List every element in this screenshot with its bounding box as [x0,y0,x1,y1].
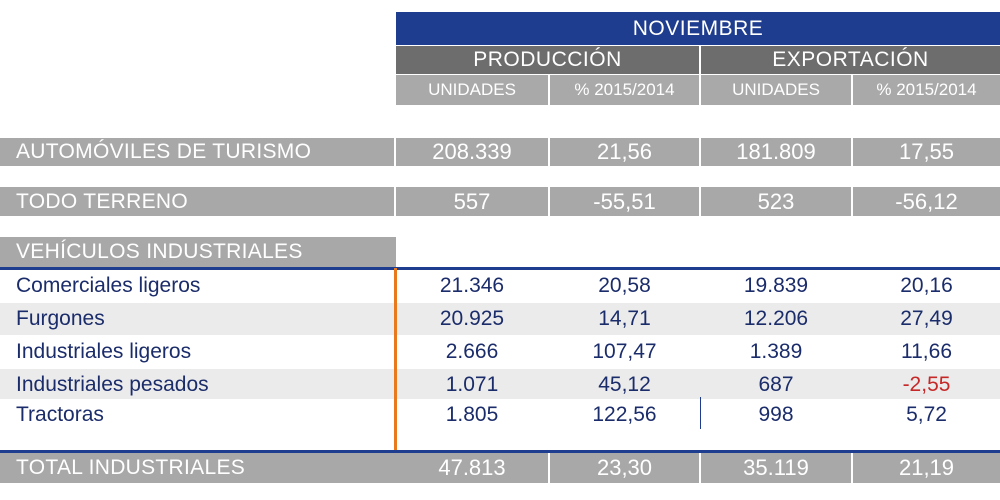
row-exp-pct: 27,49 [900,307,953,330]
header-prod-units: UNIDADES [396,75,548,105]
table-row [0,336,1000,368]
row-prod-pct: 45,12 [598,373,651,396]
section-vehiculos-industriales: VEHÍCULOS INDUSTRIALES [0,237,396,267]
row-label: Industriales pesados [16,373,209,396]
row-automoviles-prod-units: 208.339 [396,138,548,166]
row-todoterreno-prod-units: 557 [396,187,548,216]
row-exp-units: 1.389 [749,340,803,363]
total-divider [0,450,1000,453]
row-total-prod-units: 47.813 [396,453,548,483]
row-automoviles-prod-pct: 21,56 [550,138,699,166]
row-exp-pct: 5,72 [906,403,947,426]
row-exp-units: 687 [758,373,794,396]
section-divider [0,267,1000,270]
header-exp-units: UNIDADES [701,75,851,105]
row-label: Tractoras [16,403,104,426]
row-todoterreno-exp-units: 523 [701,187,851,216]
row-label: Industriales ligeros [16,340,192,363]
row-prod-pct: 122,56 [592,403,657,426]
row-todoterreno-label: TODO TERRENO [0,187,394,216]
row-exp-units: 998 [758,403,794,426]
row-prod-units: 20.925 [439,307,505,330]
row-prod-pct: 14,71 [598,307,651,330]
column-separator [700,397,701,429]
row-exp-pct: 20,16 [900,274,953,297]
row-exp-pct-negative: -2,55 [902,373,951,396]
table-row [0,270,1000,302]
table-row [0,303,1000,335]
header-production: PRODUCCIÓN [396,46,699,74]
table-row [0,369,1000,401]
header-export: EXPORTACIÓN [701,46,1000,74]
row-total-exp-units: 35.119 [701,453,851,483]
row-exp-units: 19.839 [743,274,809,297]
header-month: NOVIEMBRE [396,12,1000,45]
header-prod-pct: % 2015/2014 [550,75,699,105]
row-prod-pct: 107,47 [592,340,657,363]
row-label: Furgones [16,307,105,330]
row-exp-pct: 11,66 [901,340,952,363]
row-total-exp-pct: 21,19 [853,453,1000,483]
row-exp-units: 12.206 [743,307,809,330]
row-prod-units: 2.666 [445,340,499,363]
row-prod-pct: 20,58 [598,274,651,297]
row-todoterreno-exp-pct: -56,12 [853,187,1000,216]
table-row [0,399,1000,431]
row-label: Comerciales ligeros [16,274,201,297]
row-prod-units: 1.071 [445,373,499,396]
row-todoterreno-prod-pct: -55,51 [550,187,699,216]
header-exp-pct: % 2015/2014 [853,75,1000,105]
row-total-prod-pct: 23,30 [550,453,699,483]
row-automoviles-exp-units: 181.809 [701,138,851,166]
row-total-label: TOTAL INDUSTRIALES [0,453,396,483]
row-prod-units: 21.346 [439,274,505,297]
row-prod-units: 1.805 [445,403,499,426]
row-automoviles-label: AUTOMÓVILES DE TURISMO [0,138,394,166]
row-automoviles-exp-pct: 17,55 [853,138,1000,166]
label-column-divider [394,268,397,483]
